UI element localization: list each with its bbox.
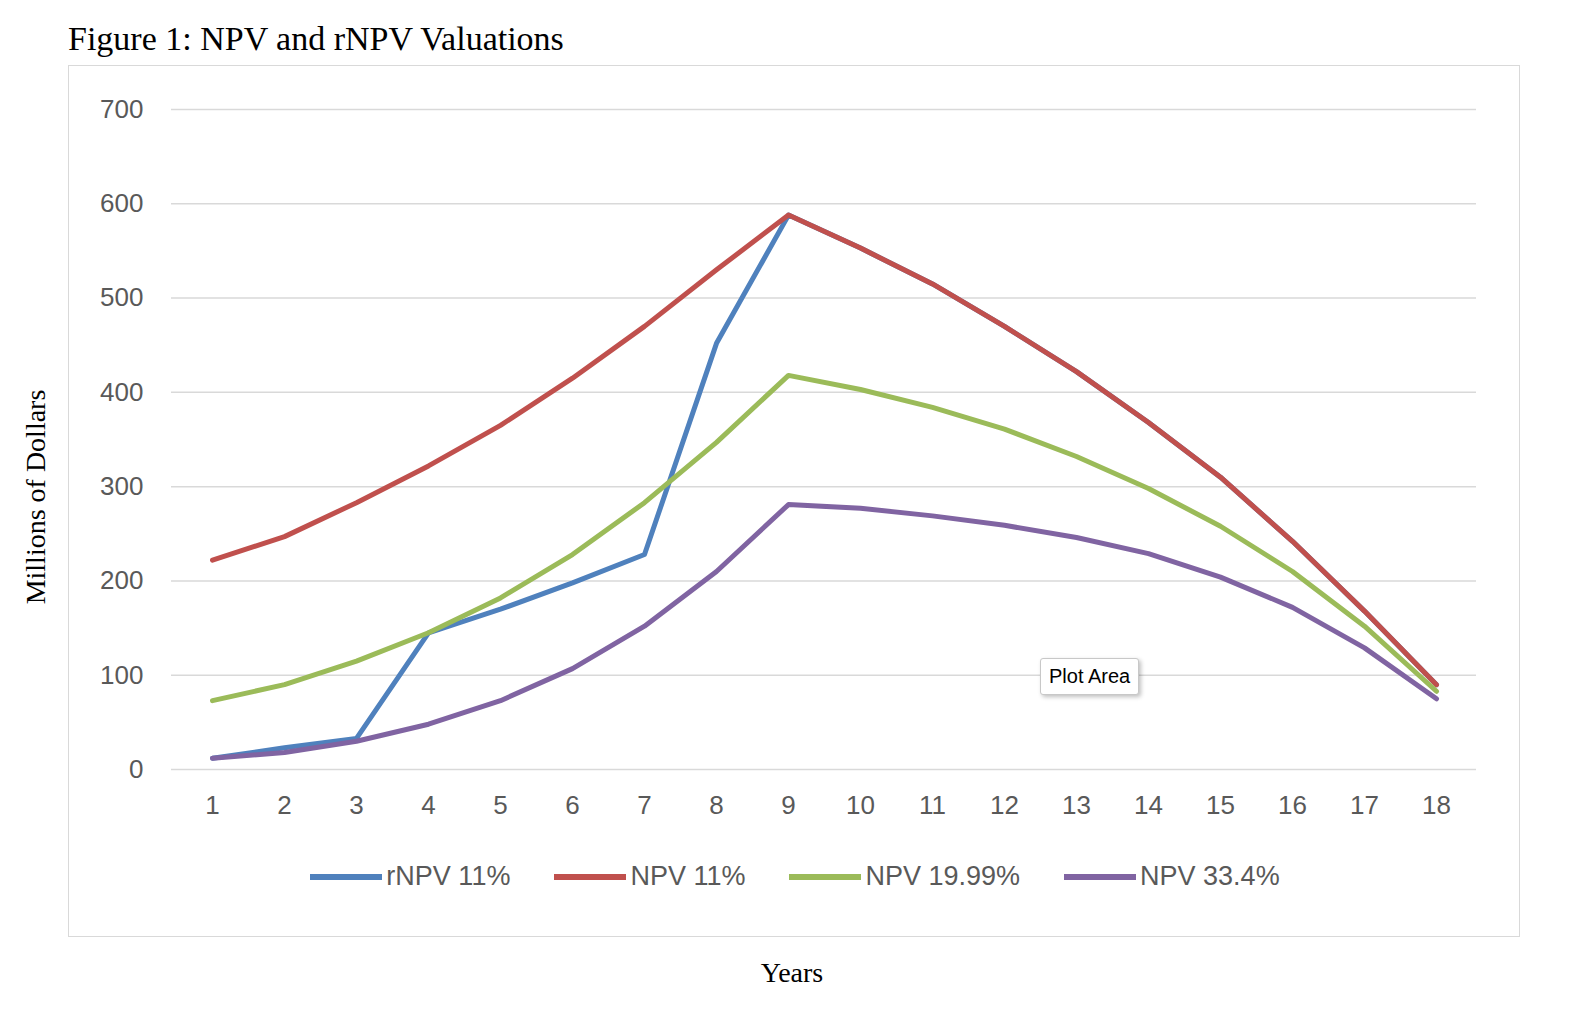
html-text:NPV 19.99%: NPV 19.99% [865,861,1021,891]
html-text:NPV 33.4%: NPV 33.4% [1140,861,1280,891]
svg-text:1: 1 [205,790,219,820]
svg-text:3: 3 [349,790,363,820]
svg-text:9: 9 [781,790,795,820]
svg-text:12: 12 [990,790,1019,820]
html-text:NPV 11%: NPV 11% [630,861,746,891]
svg-text:700: 700 [100,94,143,124]
html-text:Plot Area: Plot Area [1049,665,1131,687]
html-text:Years: Years [760,957,824,988]
html-text:Millions of Dollars: Millions of Dollars [20,389,51,605]
svg-text:300: 300 [100,471,143,501]
svg-text:7: 7 [637,790,651,820]
svg-text:100: 100 [100,660,143,690]
svg-text:17: 17 [1350,790,1379,820]
svg-text:5: 5 [493,790,507,820]
svg-text:11: 11 [919,790,946,820]
html-text:Figure 1: NPV and rNPV Valuati: Figure 1: NPV and rNPV Valuations [68,20,564,57]
svg-text:18: 18 [1422,790,1451,820]
svg-text:16: 16 [1278,790,1307,820]
svg-text:600: 600 [100,188,143,218]
svg-text:2: 2 [277,790,291,820]
svg-text:400: 400 [100,377,143,407]
svg-text:4: 4 [421,790,435,820]
svg-text:15: 15 [1206,790,1235,820]
html-text:rNPV 11%: rNPV 11% [386,861,511,891]
svg-text:200: 200 [100,565,143,595]
svg-text:10: 10 [846,790,875,820]
svg-text:500: 500 [100,282,143,312]
svg-text:13: 13 [1062,790,1091,820]
svg-text:14: 14 [1134,790,1163,820]
svg-text:8: 8 [709,790,723,820]
svg-text:6: 6 [565,790,579,820]
svg-text:0: 0 [129,754,143,784]
